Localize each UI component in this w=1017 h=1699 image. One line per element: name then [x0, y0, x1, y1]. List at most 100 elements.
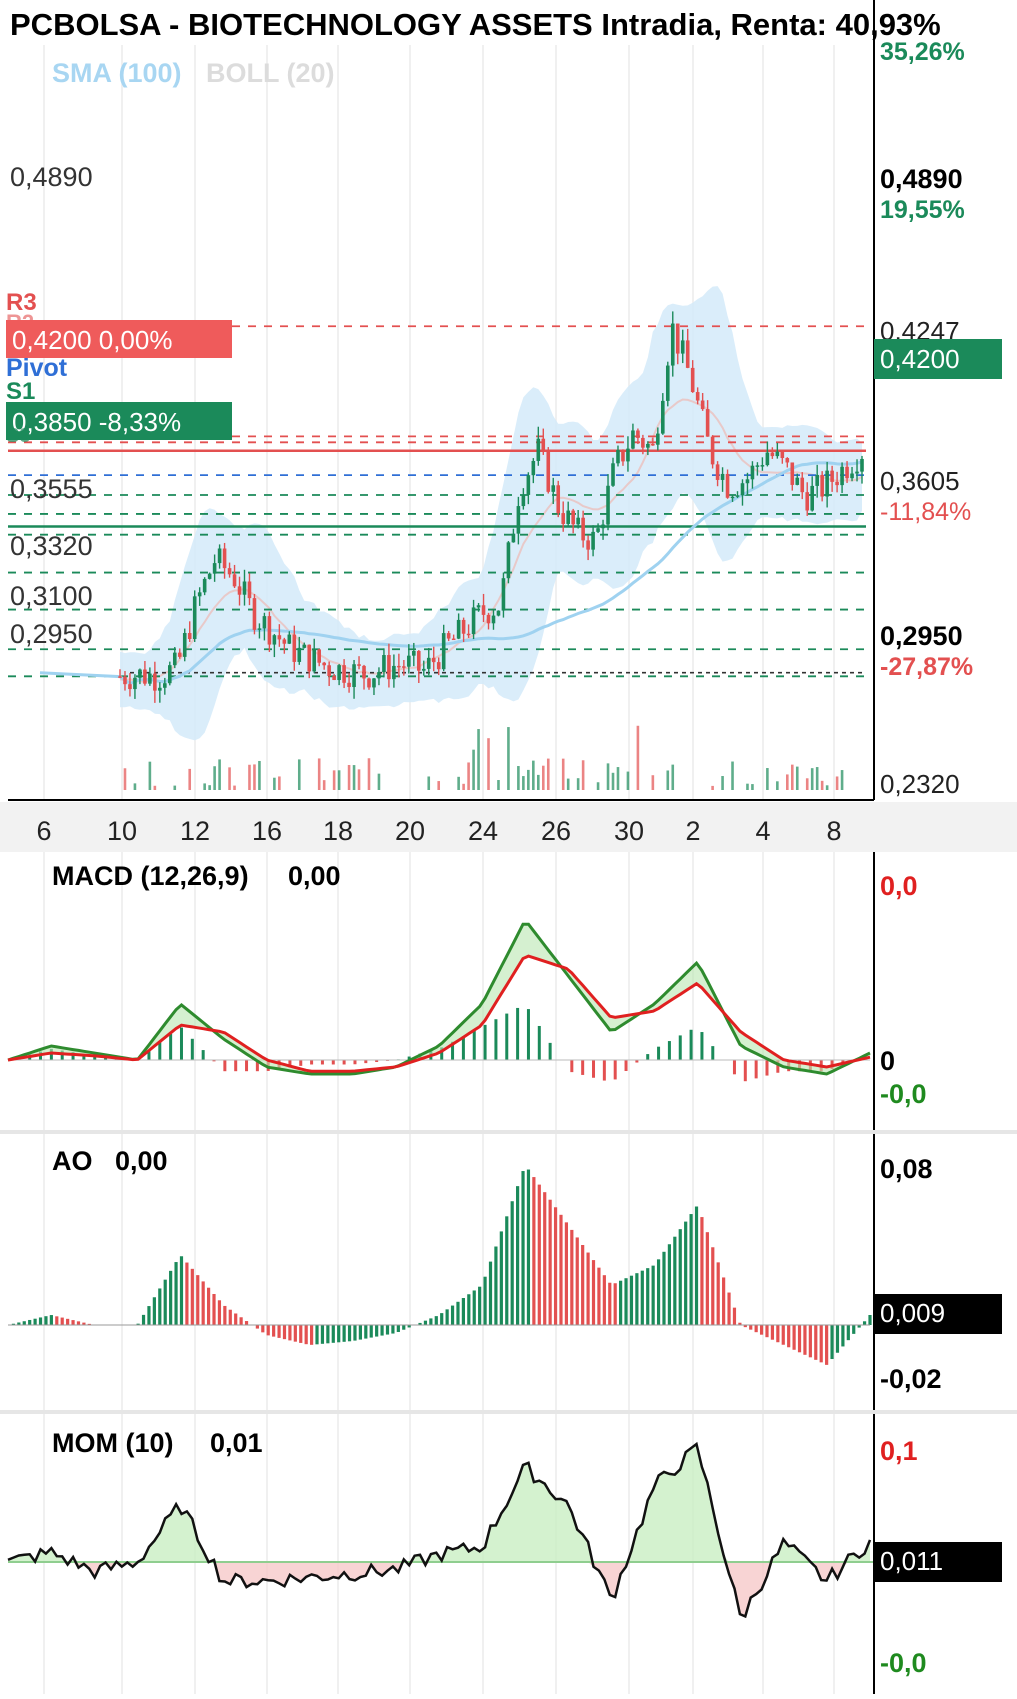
macd-hist-bar	[180, 1028, 183, 1060]
candle-body	[716, 464, 720, 480]
ao-bar	[711, 1247, 714, 1325]
candle-body	[417, 651, 421, 671]
volume-bar	[203, 783, 206, 790]
mom-title[interactable]: MOM (10)	[52, 1428, 174, 1458]
candle-body	[427, 658, 431, 669]
candle-body	[347, 683, 351, 687]
ao-bar	[586, 1253, 589, 1325]
volume-bar	[582, 760, 585, 790]
volume-bar	[751, 784, 754, 790]
ao-bar	[695, 1207, 698, 1325]
macd-hist-bar	[332, 1060, 335, 1064]
ao-bar	[305, 1325, 308, 1344]
macd-hist-bar	[733, 1060, 736, 1074]
macd-hist-bar	[581, 1060, 584, 1075]
volume-bar	[731, 762, 734, 790]
ao-bar	[549, 1200, 552, 1325]
level-label-3320: 0,3320	[10, 531, 93, 561]
ao-bar	[776, 1325, 779, 1342]
ao-bar	[538, 1185, 541, 1325]
candle-body	[268, 616, 272, 644]
candle-body	[178, 653, 182, 657]
macd-hist-bar	[570, 1060, 573, 1072]
candle-body	[596, 528, 600, 532]
volume-bar	[253, 764, 256, 790]
candle-body	[397, 666, 401, 668]
volume-bar	[188, 769, 191, 790]
macd-title[interactable]: MACD (12,26,9)	[52, 861, 249, 891]
ao-bar	[272, 1325, 275, 1337]
ao-bar	[521, 1171, 524, 1325]
candle-body	[148, 674, 152, 684]
axis-bottom: 0,2320	[880, 769, 960, 799]
candle-body	[815, 475, 819, 486]
candle-body	[352, 664, 356, 687]
ao-bar	[717, 1262, 720, 1325]
volume-bar	[562, 759, 565, 790]
current-price: 0,4200	[880, 344, 960, 374]
ao-bar	[478, 1287, 481, 1325]
candle-body	[213, 563, 217, 574]
ao-bar	[771, 1325, 774, 1340]
macd-hist-bar	[473, 1030, 476, 1060]
ao-bar	[592, 1260, 595, 1325]
candle-body	[153, 674, 157, 691]
volume-bar	[467, 762, 470, 790]
mom-value: 0,01	[210, 1428, 263, 1458]
ao-bar	[310, 1325, 313, 1345]
candle-body	[233, 574, 237, 586]
ao-bar	[77, 1321, 80, 1325]
volume-bar	[786, 774, 789, 790]
axis-top-pct: 35,26%	[880, 38, 965, 66]
mom-axis-top: 0,1	[880, 1436, 918, 1466]
candle-body	[407, 656, 411, 667]
ao-separator	[0, 1410, 1017, 1414]
candle-body	[736, 495, 740, 497]
volume-bar	[338, 770, 341, 790]
candle-body	[522, 495, 526, 506]
ao-bar	[353, 1325, 356, 1341]
macd-hist-bar	[765, 1060, 768, 1076]
ao-bar	[446, 1309, 449, 1325]
volume-bar	[806, 778, 809, 790]
candle-body	[800, 478, 804, 492]
legend-boll[interactable]: BOLL (20)	[206, 58, 335, 88]
volume-bar	[607, 763, 610, 790]
macd-axis-top: 0,0	[880, 871, 918, 901]
ao-bar	[852, 1325, 855, 1334]
volume-bar	[711, 786, 714, 790]
candle-body	[497, 611, 501, 616]
ao-bar	[164, 1280, 167, 1325]
candle-body	[377, 672, 381, 678]
ao-bar	[277, 1325, 280, 1338]
candle-body	[576, 518, 580, 525]
volume-bar	[233, 786, 236, 790]
candle-body	[193, 596, 197, 639]
volume-bar	[149, 762, 152, 790]
macd-hist-bar	[625, 1060, 628, 1071]
candle-body	[586, 540, 590, 549]
ao-title[interactable]: AO	[52, 1146, 93, 1176]
candle-body	[606, 486, 610, 525]
macd-hist-bar	[668, 1041, 671, 1060]
ao-bar	[234, 1313, 237, 1325]
macd-hist-bar	[234, 1060, 237, 1071]
candle-body	[133, 678, 137, 689]
candle-body	[123, 677, 127, 685]
legend-sma[interactable]: SMA (100)	[52, 58, 182, 88]
candle-body	[297, 648, 301, 662]
macd-hist-bar	[527, 1009, 530, 1060]
candle-body	[312, 649, 316, 671]
macd-hist-bar	[755, 1060, 758, 1078]
ao-bar	[451, 1306, 454, 1325]
ao-bar	[218, 1300, 221, 1325]
candle-body	[551, 485, 555, 492]
volume-bar	[721, 776, 724, 790]
volume-bar	[124, 768, 127, 790]
volume-bar	[527, 770, 530, 790]
level-label-3555: 0,3555	[10, 474, 93, 504]
x-tick-label: 18	[323, 816, 353, 846]
ao-bar	[543, 1192, 546, 1325]
ao-bar	[462, 1298, 465, 1325]
